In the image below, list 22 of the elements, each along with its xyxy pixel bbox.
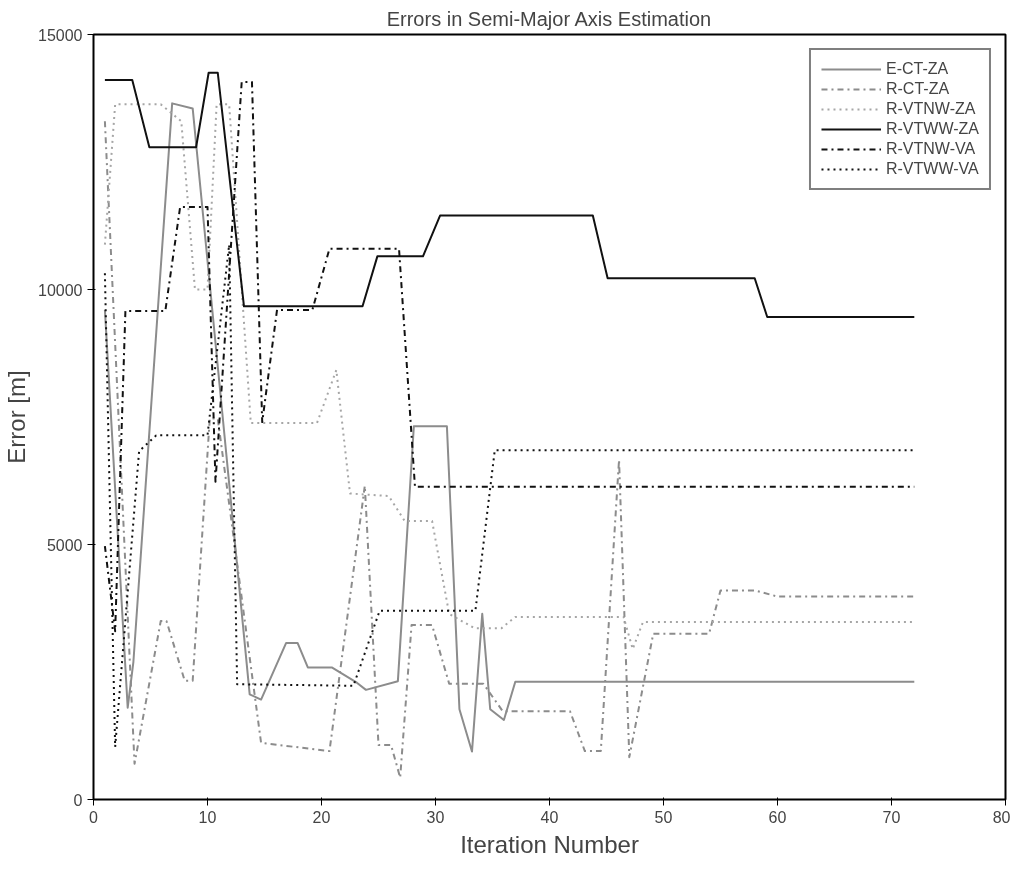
- y-tick-label: 15000: [38, 26, 83, 44]
- y-tick-label: 5000: [46, 536, 83, 554]
- legend-label: R-VTNW-ZA: [885, 100, 976, 118]
- legend-label: R-CT-ZA: [885, 80, 950, 98]
- x-tick-label: 10: [198, 808, 217, 826]
- x-tick-label: 40: [540, 808, 559, 826]
- y-tick-label: 0: [73, 791, 83, 809]
- legend-label: R-VTWW-VA: [885, 160, 979, 178]
- x-tick-label: 80: [992, 808, 1011, 826]
- legend-label: R-VTWW-ZA: [885, 120, 979, 138]
- x-tick-label: 60: [768, 808, 787, 826]
- x-tick-label: 50: [654, 808, 673, 826]
- x-tick-label: 30: [426, 808, 445, 826]
- chart-title: Errors in Semi-Major Axis Estimation: [386, 7, 712, 30]
- x-tick-label: 20: [312, 808, 331, 826]
- x-axis-title: Iteration Number: [460, 830, 639, 858]
- y-axis-title: Error [m]: [3, 370, 31, 464]
- legend-label: R-VTNW-VA: [885, 140, 976, 158]
- x-tick-label: 0: [89, 808, 99, 826]
- x-tick-label: 70: [882, 808, 901, 826]
- y-tick-label: 10000: [38, 281, 83, 299]
- legend-label: E-CT-ZA: [885, 60, 949, 78]
